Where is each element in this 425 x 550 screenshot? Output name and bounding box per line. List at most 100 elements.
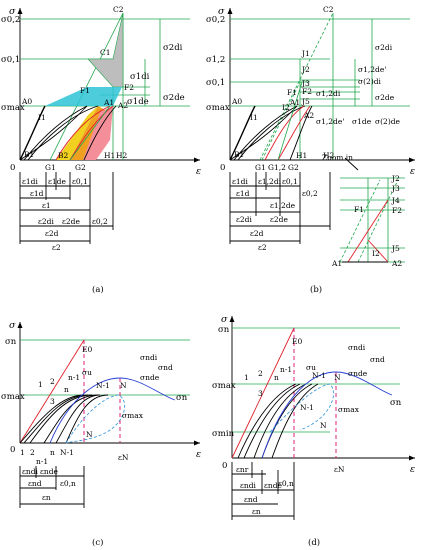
- pt-A2-b: A2: [303, 111, 314, 120]
- axis-y-label-d: σ: [221, 314, 228, 325]
- x-eN-c: εN: [118, 453, 129, 462]
- c-c3: 3: [50, 397, 55, 406]
- pt-G1-b: G1: [255, 163, 266, 172]
- d-su: σu: [306, 363, 316, 372]
- pt-F1: F1: [80, 86, 90, 95]
- b-e12de-b: ε1,2de: [270, 201, 296, 210]
- origin-label: 0: [10, 163, 15, 173]
- zoom-label: Zoom in: [322, 153, 353, 162]
- pt-J2-b: J2: [301, 65, 310, 74]
- b-e1d: ε1d: [30, 189, 44, 198]
- r-s1de-b: σ1de: [352, 117, 372, 126]
- pt-B2: B2: [58, 151, 69, 160]
- c-E0: E0: [82, 345, 92, 354]
- z-J4: J4: [391, 196, 400, 205]
- y-sn-d: σn: [218, 325, 230, 335]
- pt-J3-b: J3: [301, 79, 310, 88]
- b-e2di: ε2di: [38, 217, 54, 226]
- d-c2: 2: [258, 369, 263, 378]
- c-c1: 1: [38, 380, 43, 389]
- panel-a: σ ε 0 C2 C1 F1 F2 A0 A1 A2 I1 B1 B2 G1 G…: [1, 5, 201, 295]
- origin-label-b: 0: [220, 163, 225, 173]
- cyan-region: [45, 87, 122, 106]
- zoom-inset: J2 J3 J4 F2 F1 J5 I2 A1 A2: [331, 174, 405, 268]
- axis-x-label-c: ε: [196, 449, 201, 460]
- r-s2di: σ2di: [163, 43, 183, 53]
- pt-H1-b: H1: [296, 151, 307, 160]
- pt-H2-b: H2: [323, 151, 335, 160]
- pt-A2: A2: [117, 101, 128, 110]
- caption-c: (c): [92, 537, 103, 548]
- b-endi-d: εndi: [240, 481, 257, 490]
- b-e1: ε1: [42, 201, 51, 210]
- b-e2de: ε2de: [62, 217, 80, 226]
- d-cN: N: [334, 373, 341, 382]
- y-s01: σ0,1: [1, 55, 20, 65]
- pt-F1-b: F1: [287, 88, 297, 97]
- axis-x-label-d: ε: [410, 464, 415, 475]
- b-e01-b: ε0,1: [282, 177, 298, 186]
- y-s02-b: σ0,2: [206, 15, 225, 25]
- z-F1: F1: [354, 205, 364, 214]
- pt-G2: G2: [75, 163, 86, 172]
- x-arrow: [194, 157, 200, 163]
- gray-region: [87, 12, 124, 88]
- pt-A1: A1: [103, 98, 114, 107]
- b-e1d-b: ε1d: [236, 189, 250, 198]
- r-s2de3-b: σ(2)de: [375, 117, 401, 126]
- r-s2de: σ2de: [163, 93, 185, 103]
- b-e12di-b: ε1,2di: [258, 177, 282, 186]
- b-e02-b: ε0,2: [302, 189, 318, 198]
- d-cN2: N-1: [300, 403, 314, 412]
- r-s2de-b: σ2de: [375, 93, 395, 102]
- pt-H1: H1: [104, 151, 115, 160]
- z-J2: J2: [391, 174, 400, 183]
- r-s12de-b: σ1,2de': [358, 65, 386, 74]
- axis-y-label: σ: [9, 6, 16, 17]
- r-sndi-c: σndi: [140, 353, 158, 362]
- b-er-d: εnr: [236, 465, 249, 474]
- b-en-c: εn: [42, 493, 51, 502]
- r-sn-d: σn: [390, 398, 402, 408]
- b-e01: ε0,1: [72, 177, 88, 186]
- pt-G1: G1: [45, 163, 56, 172]
- y-smax: σmax: [1, 103, 25, 113]
- pt-H2: H2: [116, 151, 128, 160]
- d-cn1: n-1: [280, 365, 292, 374]
- origin-label-d: 0: [222, 461, 227, 471]
- b-e0n-d: ε0,n: [278, 479, 294, 488]
- b-e2: ε2: [52, 243, 61, 252]
- y-smax-c: σmax: [1, 392, 25, 402]
- pt-A0-b: A0: [231, 97, 242, 106]
- b-e02: ε0,2: [92, 217, 108, 226]
- r-snde-c: σnde: [140, 373, 160, 382]
- b-end-d: εnd: [244, 495, 258, 504]
- r-sndi-d: σndi: [348, 343, 366, 352]
- b-ende-c: εnde: [40, 467, 59, 476]
- panel-c: σ ε 0 1 2 3 n n-1 N-1 N N E0 σu σn σmax …: [1, 320, 201, 548]
- b-e1de: ε1de: [48, 177, 66, 186]
- origin-label-c: 0: [10, 445, 15, 455]
- c-su: σu: [82, 368, 92, 377]
- c-cN1: N-1: [96, 381, 110, 390]
- y-s01-b: σ0,1: [206, 78, 225, 88]
- pt-G12-b: G1,2: [268, 163, 286, 172]
- pt-A0: A0: [21, 97, 32, 106]
- panel-d: σ ε 0 1 2 3 n n-1 N-1 N N-1 N E0 σu σn σ…: [212, 314, 415, 548]
- x-tn1-c: n-1: [36, 457, 48, 466]
- b-endi-c: εndi: [22, 467, 39, 476]
- d-E0: E0: [292, 337, 302, 346]
- y-smax-d: σmax: [212, 381, 236, 391]
- pt-F2-b: F2: [302, 87, 312, 96]
- pt-A1-b: A1: [289, 98, 300, 107]
- b-e2-b: ε2: [258, 243, 267, 252]
- b-e2de-b: ε2de: [270, 215, 288, 224]
- r-snde-d: σnde: [348, 369, 368, 378]
- r-snd-d: σnd: [370, 355, 385, 364]
- y-arrow: [17, 8, 23, 14]
- x-eN-d: εN: [334, 465, 345, 474]
- pt-C2: C2: [113, 5, 124, 14]
- y-smax-b: σmax: [206, 103, 230, 113]
- d-cN1: N-1: [312, 371, 326, 380]
- b-en-d: εn: [252, 507, 261, 516]
